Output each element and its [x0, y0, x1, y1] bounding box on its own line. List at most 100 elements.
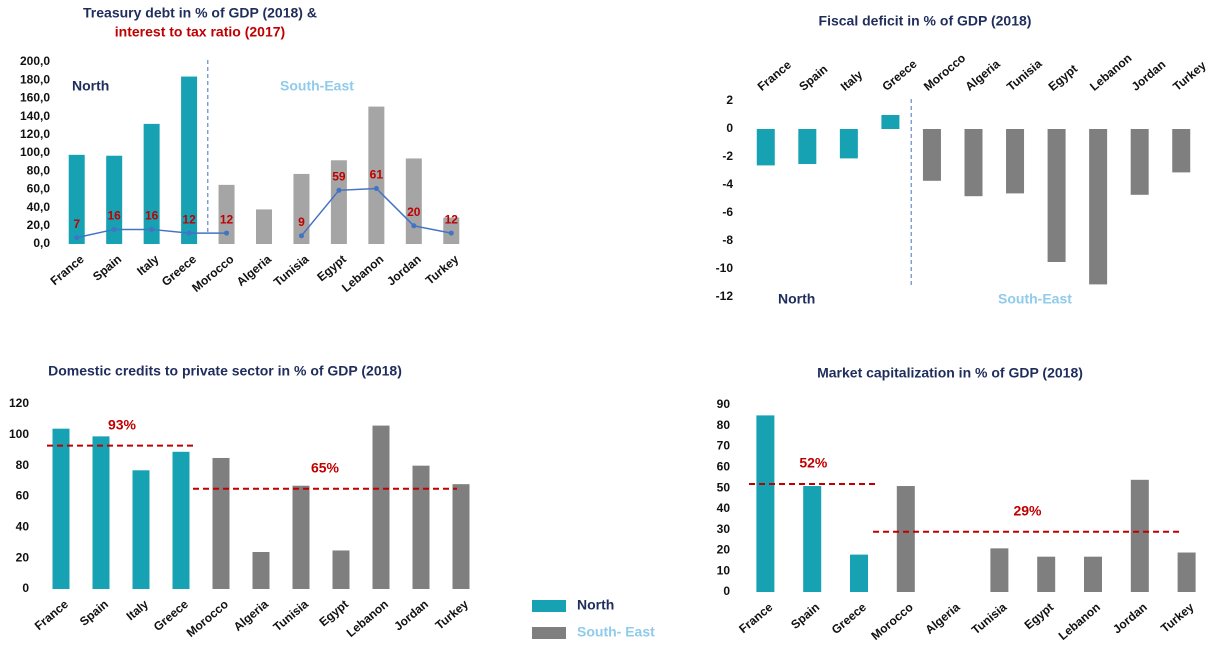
x-tick-label: Egypt — [1046, 62, 1081, 94]
bar — [132, 470, 150, 589]
legend-swatch — [532, 600, 566, 612]
y-tick-label: 90 — [717, 397, 731, 411]
line-marker — [224, 230, 230, 236]
x-tick-label: Jordan — [391, 597, 431, 633]
x-tick-label: Jordan — [384, 252, 424, 288]
reference-label: 29% — [1013, 502, 1042, 518]
bar — [839, 129, 858, 159]
x-tick-label: Spain — [796, 62, 830, 94]
line-marker — [411, 223, 417, 229]
data-label: 16 — [108, 209, 122, 223]
group-label: North — [778, 291, 815, 307]
legend-label: North — [577, 597, 614, 613]
data-label: 59 — [332, 169, 346, 183]
x-tick-label: Morocco — [921, 51, 968, 94]
bar — [412, 465, 430, 589]
y-tick-label: 20 — [717, 543, 731, 557]
y-tick-label: -8 — [722, 233, 733, 247]
chart-title: Treasury debt in % of GDP (2018) & — [83, 5, 317, 21]
bar — [292, 485, 310, 589]
bar — [881, 115, 900, 129]
x-tick-label: Algeria — [231, 597, 271, 634]
bar — [293, 173, 310, 244]
y-tick-label: -2 — [722, 149, 733, 163]
chart-title: Fiscal deficit in % of GDP (2018) — [819, 13, 1032, 29]
y-tick-label: 0 — [22, 581, 29, 595]
bar — [1172, 129, 1191, 173]
bar — [252, 552, 270, 589]
bar — [1037, 556, 1056, 592]
reference-label: 65% — [311, 459, 340, 475]
x-tick-label: Spain — [788, 600, 822, 632]
line-marker — [149, 226, 155, 232]
chart-title: Domestic credits to private sector in % … — [48, 363, 402, 379]
x-tick-label: France — [755, 57, 794, 93]
y-tick-label: 140,0 — [20, 109, 50, 123]
bar — [1084, 556, 1102, 592]
x-tick-label: Italy — [124, 597, 152, 623]
x-tick-label: Spain — [77, 597, 111, 629]
bar — [172, 451, 190, 589]
y-tick-label: 0 — [726, 121, 733, 135]
data-label: 12 — [445, 212, 459, 226]
bar — [1130, 129, 1149, 195]
x-tick-label: Tunisia — [1004, 56, 1045, 93]
y-tick-label: 60 — [16, 489, 30, 503]
y-tick-label: 180,0 — [20, 72, 50, 86]
bar — [1089, 129, 1108, 285]
y-tick-label: -10 — [716, 261, 734, 275]
x-tick-label: Lebanon — [339, 252, 386, 295]
x-tick-label: Lebanon — [1087, 51, 1134, 94]
bar — [756, 415, 775, 592]
data-label: 12 — [182, 212, 196, 226]
x-tick-label: Morocco — [868, 600, 915, 643]
bar — [1177, 552, 1196, 592]
reference-label: 93% — [108, 416, 137, 432]
x-tick-label: Egypt — [316, 597, 351, 629]
y-tick-label: 0,0 — [33, 236, 50, 250]
y-tick-label: 2 — [726, 93, 733, 107]
bar — [1047, 129, 1066, 262]
bar — [256, 209, 272, 244]
x-tick-label: Lebanon — [344, 597, 391, 640]
x-tick-label: Tunisia — [271, 252, 312, 289]
chart-title: Market capitalization in % of GDP (2018) — [817, 365, 1083, 381]
bar — [756, 129, 775, 166]
line-marker — [298, 233, 304, 239]
y-tick-label: 100 — [9, 427, 29, 441]
chart-subtitle: interest to tax ratio (2017) — [115, 24, 285, 40]
x-tick-label: Turkey — [1158, 600, 1197, 636]
line-marker — [111, 226, 117, 232]
x-tick-label: Algeria — [234, 252, 274, 289]
bar — [52, 428, 70, 589]
y-tick-label: 60,0 — [27, 182, 51, 196]
data-label: 9 — [298, 215, 305, 229]
x-tick-label: Italy — [134, 252, 162, 278]
x-tick-label: Egypt — [1022, 600, 1057, 632]
bar — [368, 106, 385, 244]
bar — [452, 484, 470, 589]
line-marker — [74, 235, 80, 241]
y-tick-label: 40 — [717, 501, 731, 515]
bar — [68, 154, 85, 244]
x-tick-label: Jordan — [1110, 600, 1150, 636]
y-tick-label: -12 — [716, 289, 734, 303]
bar — [143, 123, 160, 244]
bar — [218, 184, 235, 244]
y-tick-label: -4 — [722, 177, 733, 191]
x-tick-label: France — [48, 252, 87, 288]
bar — [896, 486, 915, 592]
legend-label: South- East — [577, 624, 655, 640]
bar — [990, 548, 1009, 592]
bar — [964, 129, 983, 197]
x-tick-label: Italy — [838, 67, 866, 93]
bar — [1130, 479, 1149, 592]
y-tick-label: 20 — [16, 550, 30, 564]
bar — [850, 554, 868, 592]
y-tick-label: -6 — [722, 205, 733, 219]
x-tick-label: Spain — [90, 252, 124, 284]
x-tick-label: France — [32, 597, 71, 633]
y-tick-label: 80 — [717, 418, 731, 432]
y-tick-label: 60 — [717, 460, 731, 474]
